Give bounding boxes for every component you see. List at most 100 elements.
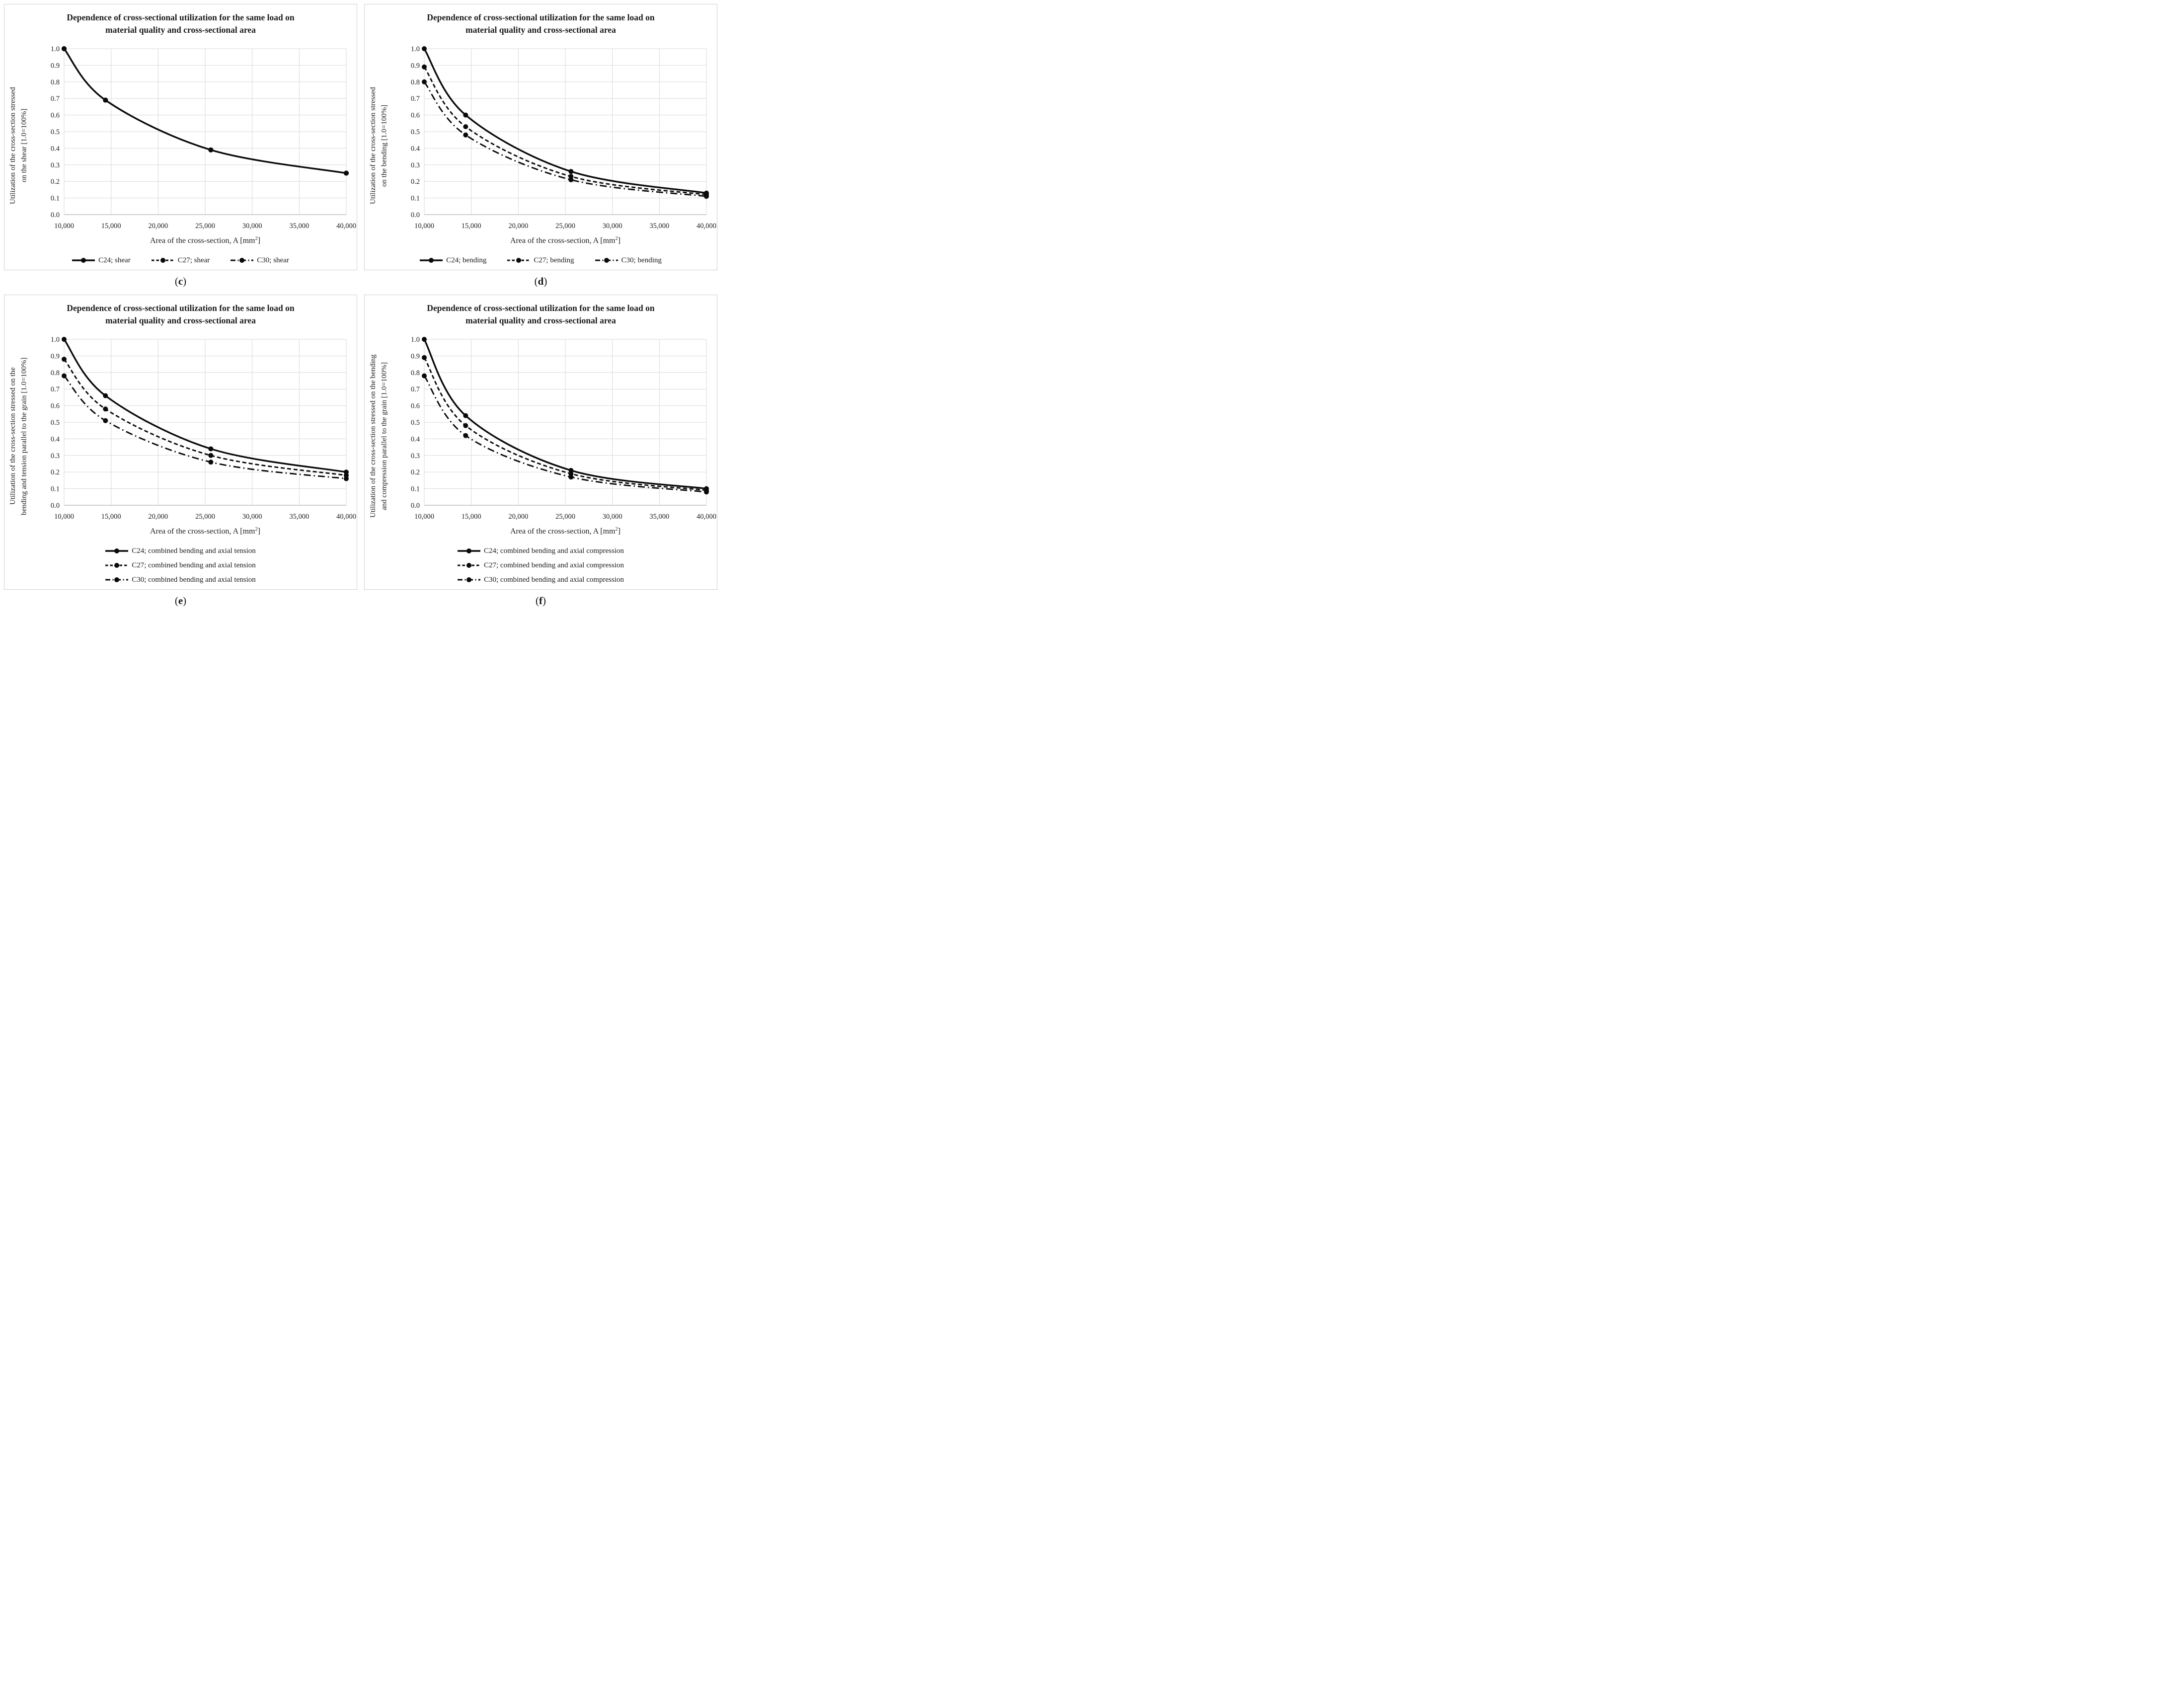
data-point-marker [208, 459, 214, 465]
chart-title-line1: Dependence of cross-sectional utilizatio… [67, 303, 295, 313]
data-point-marker [422, 64, 427, 70]
data-point-marker [208, 453, 214, 458]
legend-item: C27; shear [151, 256, 210, 265]
x-tick-label: 30,000 [603, 513, 622, 521]
chart-plot: 0.0 0.1 0.2 0.3 0.4 0.5 0.6 0.7 0.8 0.9 1.0 10,000 1… [51, 336, 356, 536]
y-tick-label: 0.4 [411, 435, 420, 443]
y-tick-label: 0.2 [51, 468, 60, 476]
data-point-marker [463, 413, 468, 418]
x-tick-label: 35,000 [649, 513, 669, 521]
legend-swatch-dashdot [231, 258, 254, 263]
x-tick-label: 40,000 [696, 513, 716, 521]
y-tick-label: 0.9 [51, 62, 60, 70]
chart-legend: C24; combined bending and axial compress… [368, 547, 714, 584]
chart-title-line2: material quality and cross-sectional are… [465, 315, 616, 326]
y-tick-label: 0.2 [51, 178, 60, 186]
y-axis-label: Utilization of the cross-section stresse… [368, 337, 392, 536]
y-tick-label: 0.8 [51, 78, 60, 86]
legend-item: C30; shear [231, 256, 289, 265]
legend-label: C24; combined bending and axial tension [132, 546, 256, 555]
y-tick-label: 0.5 [411, 128, 420, 136]
x-tick-label: 10,000 [54, 513, 74, 521]
chart-plot: 0.0 0.1 0.2 0.3 0.4 0.5 0.6 0.7 0.8 0.9 1.0 10,000 1… [411, 45, 716, 245]
y-tick-label: 1.0 [411, 336, 420, 344]
x-tick-label: 15,000 [462, 222, 481, 230]
y-axis-label-line1: Utilization of the cross-section stresse… [369, 86, 377, 204]
legend-swatch-solid [105, 548, 129, 553]
y-tick-label: 0.8 [51, 369, 60, 377]
chart-panel-f: Dependence of cross-sectional utilizatio… [364, 294, 717, 590]
legend-swatch-solid [457, 548, 480, 553]
x-tick-label: 15,000 [101, 513, 121, 521]
data-point-marker [62, 46, 67, 51]
y-tick-label: 0.0 [411, 211, 420, 219]
y-tick-label: 0.3 [51, 161, 60, 169]
legend-item: C24; shear [72, 256, 131, 265]
y-axis-label: Utilization of the cross-section stresse… [7, 46, 32, 245]
chart-panel-d: Dependence of cross-sectional utilizatio… [364, 4, 717, 270]
chart-body: Utilization of the cross-section stresse… [7, 332, 356, 540]
chart-title: Dependence of cross-sectional utilizatio… [7, 302, 354, 327]
legend-swatch-solid [72, 258, 95, 263]
data-point-marker [704, 489, 709, 494]
y-tick-label: 0.6 [411, 402, 420, 410]
chart-title: Dependence of cross-sectional utilizatio… [368, 302, 714, 327]
legend-swatch-dashdot [457, 577, 480, 582]
data-point-marker [62, 373, 67, 378]
y-tick-label: 0.1 [411, 194, 420, 202]
data-point-marker [422, 336, 427, 342]
chart-title: Dependence of cross-sectional utilizatio… [368, 11, 714, 37]
legend-item: C30; combined bending and axial compress… [457, 576, 624, 584]
chart-body: Utilization of the cross-section stresse… [368, 332, 716, 540]
series-line-c30 [63, 375, 347, 479]
x-axis-label: Area of the cross-section, A [mm2] [150, 527, 260, 536]
y-tick-label: 0.4 [51, 435, 60, 443]
y-tick-label: 0.7 [411, 95, 420, 103]
y-tick-label: 0.6 [51, 111, 60, 119]
legend-label: C30; bending [621, 256, 662, 264]
y-tick-label: 0.5 [51, 419, 60, 427]
data-point-marker [704, 194, 709, 199]
series-line-c27 [63, 358, 347, 476]
y-axis-label-line2: and compression parallel to the grain [1… [380, 362, 388, 510]
legend-swatch-dashdot [595, 258, 618, 263]
data-point-marker [344, 476, 349, 481]
chart-body: Utilization of the cross-section stresse… [7, 42, 356, 249]
chart-title-line2: material quality and cross-sectional are… [465, 25, 616, 35]
y-tick-label: 0.9 [411, 62, 420, 70]
data-point-marker [463, 112, 468, 118]
x-tick-label: 25,000 [195, 222, 215, 230]
y-tick-label: 0.3 [411, 161, 420, 169]
legend-label: C24; combined bending and axial compress… [483, 546, 624, 555]
chart-title-line2: material quality and cross-sectional are… [105, 315, 256, 326]
data-point-marker [103, 418, 108, 423]
series-line-c24 [423, 48, 707, 194]
x-tick-label: 20,000 [148, 222, 168, 230]
y-tick-label: 0.2 [411, 178, 420, 186]
data-point-marker [463, 132, 468, 138]
legend-label: C24; shear [98, 256, 131, 264]
data-point-marker [208, 147, 214, 153]
y-tick-label: 1.0 [51, 336, 60, 344]
x-tick-label: 35,000 [289, 513, 309, 521]
chart-caption-f: (f) [536, 594, 546, 607]
chart-caption-d: (d) [534, 275, 547, 287]
y-tick-label: 0.7 [51, 95, 60, 103]
x-tick-label: 40,000 [336, 222, 356, 230]
x-tick-label: 40,000 [696, 222, 716, 230]
legend-item: C30; bending [595, 256, 662, 265]
x-tick-label: 30,000 [242, 222, 262, 230]
legend-item: C27; bending [507, 256, 574, 265]
legend-label: C30; shear [257, 256, 289, 264]
legend-item: C27; combined bending and axial compress… [457, 561, 624, 570]
legend-swatch-dashed [151, 258, 174, 263]
chart-panel-e: Dependence of cross-sectional utilizatio… [4, 294, 357, 590]
chart-title-line1: Dependence of cross-sectional utilizatio… [427, 303, 655, 313]
y-tick-label: 0.8 [411, 78, 420, 86]
data-point-marker [103, 393, 108, 398]
chart-legend: C24; bending C27; bending C30; bending [368, 256, 714, 265]
data-point-marker [422, 46, 427, 51]
chart-legend: C24; shear C27; shear C30; shear [7, 256, 354, 265]
x-tick-label: 10,000 [414, 222, 434, 230]
series-line-c24 [423, 338, 707, 489]
